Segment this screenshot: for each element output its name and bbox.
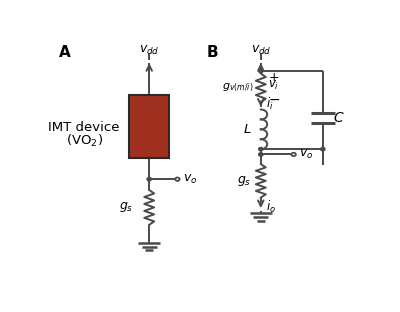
Text: A: A — [59, 45, 71, 60]
Circle shape — [175, 178, 180, 181]
Text: $i_i$: $i_i$ — [266, 96, 274, 112]
Text: B: B — [206, 45, 218, 60]
Text: (VO$_2$): (VO$_2$) — [66, 133, 103, 149]
Text: $v_{dd}$: $v_{dd}$ — [250, 43, 271, 56]
Text: $v_o$: $v_o$ — [299, 148, 313, 161]
Circle shape — [259, 153, 263, 156]
Text: $g_{v(m/i)}$: $g_{v(m/i)}$ — [222, 82, 253, 94]
Text: IMT device: IMT device — [48, 121, 120, 134]
Text: $-$: $-$ — [268, 92, 280, 106]
Text: $v_i$: $v_i$ — [268, 79, 279, 92]
Bar — [129, 95, 169, 158]
Text: $g_s$: $g_s$ — [237, 174, 252, 188]
Circle shape — [292, 153, 296, 156]
Circle shape — [259, 148, 263, 151]
Text: $v_{dd}$: $v_{dd}$ — [139, 43, 160, 56]
Text: $C$: $C$ — [333, 111, 345, 125]
Text: $g_s$: $g_s$ — [119, 200, 133, 214]
Text: $v_o$: $v_o$ — [183, 173, 197, 186]
Circle shape — [259, 69, 263, 73]
Circle shape — [321, 148, 325, 151]
Text: $+$: $+$ — [268, 71, 279, 84]
Text: $i_o$: $i_o$ — [266, 199, 276, 215]
Circle shape — [147, 178, 151, 181]
Text: $L$: $L$ — [243, 123, 252, 136]
